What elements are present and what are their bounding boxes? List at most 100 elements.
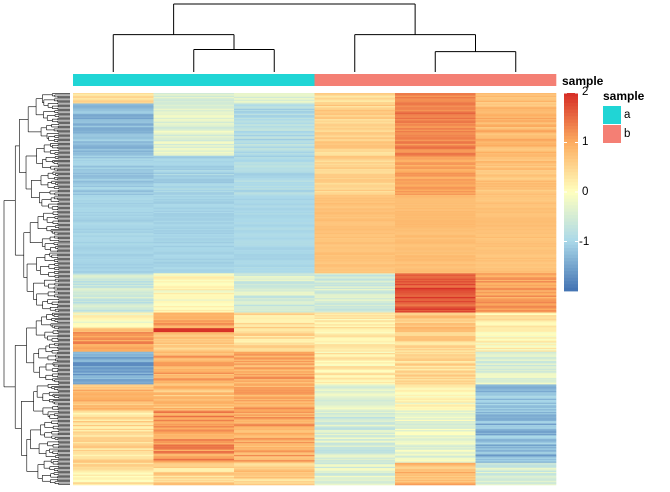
heatmap-cell bbox=[234, 120, 315, 123]
heatmap-cell bbox=[395, 383, 476, 385]
heatmap-cell bbox=[314, 434, 396, 436]
heatmap-cell bbox=[475, 290, 557, 292]
heatmap-cell bbox=[73, 315, 154, 317]
heatmap-cell bbox=[475, 138, 557, 141]
heatmap-cell bbox=[234, 256, 315, 258]
heatmap-cell bbox=[314, 137, 396, 140]
heatmap-cell bbox=[153, 398, 235, 401]
heatmap-cell bbox=[73, 218, 154, 221]
heatmap-cell bbox=[395, 322, 476, 325]
heatmap-cell bbox=[314, 188, 396, 190]
heatmap-cell bbox=[395, 211, 476, 214]
heatmap-cell bbox=[395, 262, 476, 265]
heatmap-cell bbox=[234, 188, 315, 190]
heatmap-cell bbox=[153, 187, 235, 189]
heatmap-cell bbox=[153, 268, 235, 270]
heatmap-cell bbox=[314, 376, 396, 379]
heatmap-cell bbox=[314, 239, 396, 241]
heatmap-cell bbox=[73, 166, 154, 168]
heatmap-cell bbox=[475, 367, 557, 370]
heatmap-cell bbox=[73, 473, 154, 475]
legend-swatch-b bbox=[603, 125, 621, 143]
heatmap-cell bbox=[234, 140, 315, 142]
heatmap-cell bbox=[395, 317, 476, 320]
heatmap-cell bbox=[475, 406, 557, 409]
heatmap-cell bbox=[153, 385, 235, 388]
heatmap-cell bbox=[395, 155, 476, 158]
heatmap-cell bbox=[475, 396, 557, 398]
heatmap-cell bbox=[73, 219, 154, 222]
heatmap-cell bbox=[234, 317, 315, 320]
heatmap-cell bbox=[73, 312, 154, 315]
heatmap-cell bbox=[153, 363, 235, 366]
heatmap-cell bbox=[153, 117, 235, 120]
heatmap-cell bbox=[153, 227, 235, 230]
heatmap-cell bbox=[153, 172, 235, 175]
heatmap-cell bbox=[475, 283, 557, 286]
heatmap-cell bbox=[153, 409, 235, 411]
heatmap-cell bbox=[475, 104, 557, 107]
heatmap-cell bbox=[475, 106, 557, 108]
heatmap-cell bbox=[73, 298, 154, 300]
heatmap-cell bbox=[395, 255, 476, 257]
heatmap-cell bbox=[153, 240, 235, 243]
heatmap-cell bbox=[234, 424, 315, 427]
annotation-cell-a bbox=[234, 74, 315, 86]
heatmap-cell bbox=[234, 363, 315, 366]
heatmap-cell bbox=[153, 482, 235, 484]
heatmap-cell bbox=[314, 424, 396, 427]
heatmap-cell bbox=[234, 333, 315, 336]
heatmap-cell bbox=[395, 376, 476, 379]
heatmap-cell bbox=[395, 380, 476, 383]
heatmap-cell bbox=[475, 232, 557, 235]
heatmap-cell bbox=[395, 342, 476, 345]
heatmap-cell bbox=[395, 388, 476, 390]
heatmap-cell bbox=[234, 377, 315, 380]
heatmap-cell bbox=[73, 364, 154, 367]
heatmap-cell bbox=[153, 232, 235, 235]
heatmap-cell bbox=[395, 275, 476, 278]
heatmap-cell bbox=[475, 188, 557, 190]
heatmap-cell bbox=[395, 142, 476, 145]
colorbar-segment bbox=[564, 198, 578, 203]
heatmap-cell bbox=[314, 180, 396, 183]
heatmap-cell bbox=[314, 393, 396, 396]
heatmap-cell bbox=[314, 470, 396, 473]
heatmap-cell bbox=[234, 158, 315, 160]
heatmap-cell bbox=[73, 93, 154, 95]
heatmap-cell bbox=[395, 307, 476, 309]
colorbar-segment bbox=[564, 188, 578, 193]
heatmap-cell bbox=[314, 423, 396, 426]
heatmap-cell bbox=[73, 248, 154, 251]
heatmap-cell bbox=[153, 384, 235, 386]
heatmap-cell bbox=[395, 326, 476, 329]
colorbar-segment bbox=[564, 149, 578, 153]
heatmap-cell bbox=[314, 244, 396, 247]
heatmap-cell bbox=[73, 179, 154, 181]
heatmap-cell bbox=[314, 461, 396, 464]
heatmap-cell bbox=[314, 201, 396, 204]
heatmap-cell bbox=[153, 419, 235, 422]
heatmap-cell bbox=[153, 217, 235, 219]
heatmap-cell bbox=[153, 279, 235, 282]
heatmap-cell bbox=[153, 198, 235, 201]
heatmap-cell bbox=[475, 146, 557, 149]
heatmap-cell bbox=[153, 138, 235, 141]
heatmap-cell bbox=[314, 205, 396, 207]
heatmap-cell bbox=[153, 322, 235, 325]
heatmap-cell bbox=[314, 351, 396, 354]
heatmap-cell bbox=[234, 401, 315, 403]
heatmap-cell bbox=[314, 219, 396, 222]
heatmap-cell bbox=[234, 153, 315, 155]
heatmap-cell bbox=[234, 302, 315, 304]
heatmap-cell bbox=[153, 434, 235, 436]
heatmap-cell bbox=[234, 396, 315, 398]
heatmap-cell bbox=[475, 366, 557, 368]
colorbar-segment bbox=[564, 152, 578, 157]
heatmap-cell bbox=[475, 163, 557, 166]
heatmap-cell bbox=[153, 474, 235, 477]
heatmap-cell bbox=[475, 460, 557, 462]
heatmap-cell bbox=[153, 330, 235, 333]
heatmap-cell bbox=[475, 394, 557, 397]
heatmap-cell bbox=[475, 405, 557, 407]
